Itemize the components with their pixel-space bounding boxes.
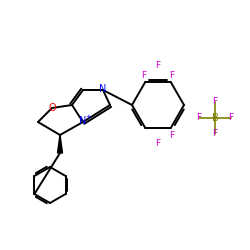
Text: F: F [212, 130, 218, 138]
Text: F: F [212, 98, 218, 106]
Text: F: F [196, 114, 202, 122]
Text: F: F [156, 62, 160, 70]
Polygon shape [58, 135, 62, 153]
Text: F: F [156, 140, 160, 148]
Text: O: O [48, 103, 56, 113]
Text: F: F [142, 70, 146, 80]
Text: B: B [212, 113, 218, 123]
Text: F: F [170, 70, 174, 80]
Text: N: N [99, 84, 107, 94]
Text: +: + [85, 114, 91, 120]
Text: F: F [228, 114, 234, 122]
Text: N: N [79, 116, 87, 126]
Text: F: F [170, 130, 174, 140]
